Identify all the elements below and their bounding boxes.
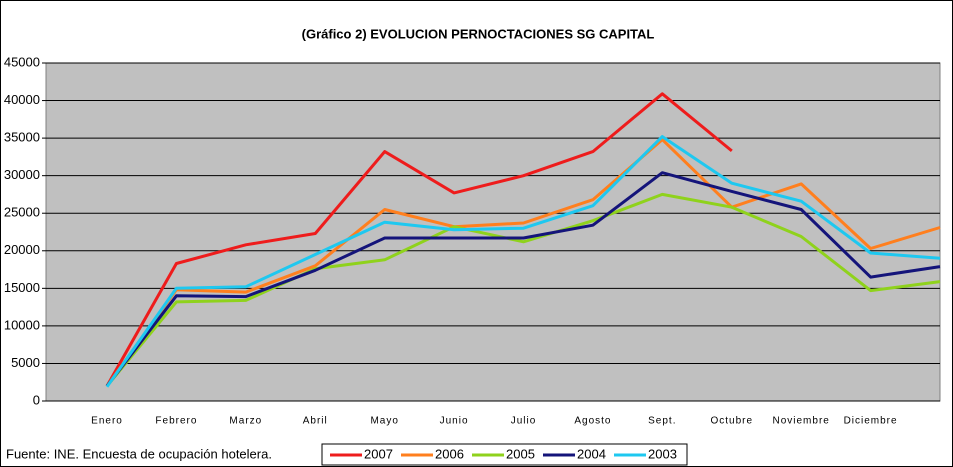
legend-label: 2003 xyxy=(648,446,677,461)
legend-label: 2005 xyxy=(506,446,535,461)
x-tick-label: Diciembre xyxy=(844,416,898,427)
x-tick-label: Marzo xyxy=(229,416,262,427)
y-tick-label: 20000 xyxy=(4,242,40,257)
x-tick-label: Octubre xyxy=(710,416,753,427)
legend-label: 2004 xyxy=(577,446,606,461)
x-tick-label: Mayo xyxy=(370,416,398,427)
x-tick-label: Junio xyxy=(440,416,469,427)
x-tick-label: Sept. xyxy=(648,416,676,427)
legend-label: 2007 xyxy=(364,446,393,461)
x-tick-label: Agosto xyxy=(574,416,611,427)
y-tick-label: 25000 xyxy=(4,205,40,220)
series-line xyxy=(105,192,941,387)
plot-area xyxy=(45,62,941,402)
y-tick-label: 10000 xyxy=(4,317,40,332)
legend-label: 2006 xyxy=(435,446,464,461)
y-tick-label: 35000 xyxy=(4,130,40,145)
chart-title: (Gráfico 2) EVOLUCION PERNOCTACIONES SG … xyxy=(302,26,655,41)
series-line xyxy=(105,138,941,387)
y-tick-label: 15000 xyxy=(4,280,40,295)
x-tick-label: Noviembre xyxy=(772,416,829,427)
y-tick-label: 30000 xyxy=(4,167,40,182)
x-tick-label: Julio xyxy=(511,416,537,427)
x-tick-label: Febrero xyxy=(155,416,197,427)
y-tick-label: 45000 xyxy=(4,54,40,69)
y-tick-label: 0 xyxy=(33,392,40,407)
series-line xyxy=(105,92,733,387)
source-note: Fuente: INE. Encuesta de ocupación hotel… xyxy=(6,446,272,461)
series-line xyxy=(105,171,941,387)
x-tick-label: Abril xyxy=(303,416,328,427)
y-tick-label: 40000 xyxy=(4,92,40,107)
legend-box xyxy=(321,443,688,466)
series-line xyxy=(105,135,941,388)
x-tick-label: Enero xyxy=(91,416,123,427)
y-tick-label: 5000 xyxy=(11,355,40,370)
